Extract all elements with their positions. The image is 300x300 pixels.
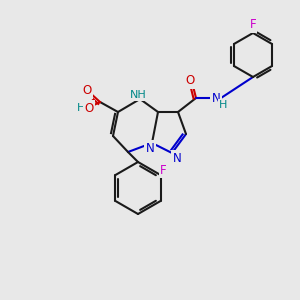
- Text: F: F: [250, 19, 256, 32]
- Text: H: H: [77, 103, 85, 113]
- Text: N: N: [172, 152, 182, 164]
- Text: NH: NH: [130, 90, 146, 100]
- Text: O: O: [84, 101, 94, 115]
- Text: N: N: [212, 92, 220, 104]
- Text: N: N: [146, 142, 154, 154]
- Text: H: H: [219, 100, 227, 110]
- Text: O: O: [82, 85, 91, 98]
- Text: O: O: [185, 74, 195, 88]
- Text: F: F: [160, 164, 167, 176]
